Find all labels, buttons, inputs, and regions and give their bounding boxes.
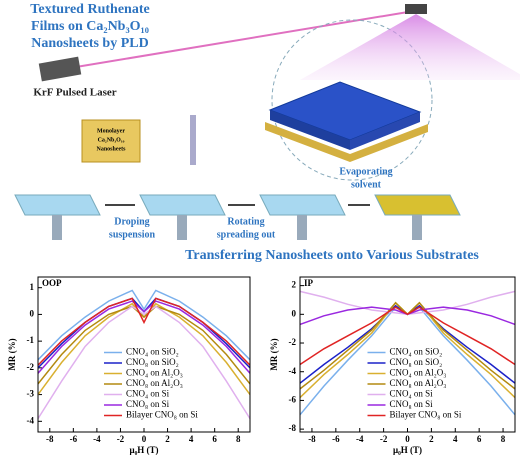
x-axis-label: μ₀H (T) (129, 445, 158, 455)
step-label: spreading out (217, 229, 276, 240)
nanosheet-stack (81, 119, 141, 163)
legend-label: CNO₄ on Si (126, 389, 170, 399)
lattice (268, 81, 422, 141)
x-tick-label: -4 (93, 434, 101, 444)
y-tick-label: -3 (27, 389, 35, 399)
nanosheet-label: Ca₂Nb₃O₁₀ (98, 137, 125, 143)
y-tick-label: -4 (27, 415, 35, 425)
x-tick-label: -8 (46, 434, 54, 444)
substrates (14, 194, 461, 216)
lattice-side (270, 110, 350, 150)
legend-label: Bilayer CNO₈ on Si (126, 410, 198, 420)
title-line: Textured Ruthenate (30, 2, 149, 17)
x-tick-label: -2 (380, 434, 388, 444)
legend-label: CNO₄ on Si (390, 389, 434, 399)
series-line (299, 290, 516, 316)
plot-frame (299, 276, 516, 433)
x-tick-label: -6 (332, 434, 340, 444)
legend-label: CNO₈ on SiO₂ (126, 357, 179, 367)
x-tick-label: -6 (70, 434, 78, 444)
y-axis-label: MR (%) (269, 338, 279, 370)
x-tick-label: -2 (117, 434, 125, 444)
x-tick-label: 6 (212, 434, 217, 444)
laser (38, 56, 82, 82)
legend-label: CNO₈ on Si (390, 399, 434, 409)
step-label: Rotating (227, 216, 264, 227)
x-tick-label: 8 (501, 434, 506, 444)
legend-label: CNO₈ on Si (126, 399, 170, 409)
series-line (37, 305, 251, 420)
x-tick-label: 4 (189, 434, 194, 444)
pipette (190, 115, 196, 165)
panel-label: IP (304, 278, 314, 288)
y-tick-label: -2 (289, 337, 297, 347)
y-tick-label: 0 (292, 308, 297, 318)
plot-frame (37, 276, 251, 433)
legend-label: CNO₄ on Al₂O₃ (390, 368, 447, 378)
step-label: suspension (109, 229, 156, 240)
y-tick-label: -6 (289, 394, 297, 404)
laser-label: KrF Pulsed Laser (33, 87, 116, 99)
nanosheet-label: Nanosheets (96, 146, 126, 152)
zoom-circle (271, 19, 433, 181)
title-line: Nanosheets by PLD (31, 36, 148, 51)
y-tick-label: 2 (292, 280, 297, 290)
legend-label: CNO₄ on Al₂O₃ (126, 368, 183, 378)
panel-label: OOP (42, 278, 62, 288)
series-line (37, 300, 251, 374)
plume (300, 14, 520, 80)
legend-label: CNO₈ on SiO₂ (390, 357, 443, 367)
x-tick-label: 4 (453, 434, 458, 444)
x-tick-label: 2 (429, 434, 434, 444)
subtitle: Transferring Nanosheets onto Various Sub… (185, 248, 479, 263)
series-line (37, 289, 251, 361)
laser-beam (69, 9, 421, 69)
x-tick-label: -8 (308, 434, 316, 444)
y-tick-label: -8 (289, 423, 297, 433)
series-line (37, 305, 251, 385)
x-tick-label: 6 (477, 434, 482, 444)
target (405, 4, 427, 14)
series-line (299, 306, 516, 366)
step-label: solvent (351, 179, 382, 190)
series-line (299, 306, 516, 326)
series-line (37, 297, 251, 366)
x-tick-label: 0 (405, 434, 410, 444)
legend-label: CNO₄ on SiO₂ (390, 347, 443, 357)
substrate (265, 122, 428, 162)
step-label: Evaporating (339, 166, 392, 177)
legend-label: CNO₄ on SiO₂ (126, 347, 179, 357)
y-tick-label: 1 (30, 282, 35, 292)
y-tick-label: -4 (289, 366, 297, 376)
chart: 2 0 -2 -4 -6 -8 -8 -6 -4 -2 0 2 4 6 8 IP μ₀H (T) MR (%) CN… (269, 276, 516, 455)
legend-label: Bilayer CNO₈ on Si (390, 410, 462, 420)
nanosheet-label: Monolayer (97, 128, 125, 134)
step-label: Droping (114, 216, 149, 227)
x-axis-label: μ₀H (T) (393, 445, 422, 455)
stands (52, 215, 422, 240)
title-line: Films on Ca₂Nb₃O₁₀ (31, 19, 149, 34)
chart: 1 0 -1 -2 -3 -4 -8 -6 -4 -2 0 2 4 6 8 OOP μ₀H (T) MR (%) C… (7, 276, 251, 455)
x-tick-label: 0 (142, 434, 147, 444)
illustration: Textured Ruthenate Films on Ca₂Nb₃O₁₀ Na… (14, 2, 520, 263)
y-tick-label: -1 (27, 335, 35, 345)
y-tick-label: 0 (30, 308, 35, 318)
x-tick-label: -4 (356, 434, 364, 444)
x-tick-label: 2 (165, 434, 170, 444)
legend-label: CNO₈ on Al₂O₃ (390, 378, 447, 388)
lattice-side (350, 112, 420, 150)
y-axis-label: MR (%) (7, 338, 17, 370)
legend-label: CNO₈ on Al₂O₃ (126, 378, 183, 388)
x-tick-label: 8 (236, 434, 241, 444)
y-tick-label: -2 (27, 362, 35, 372)
